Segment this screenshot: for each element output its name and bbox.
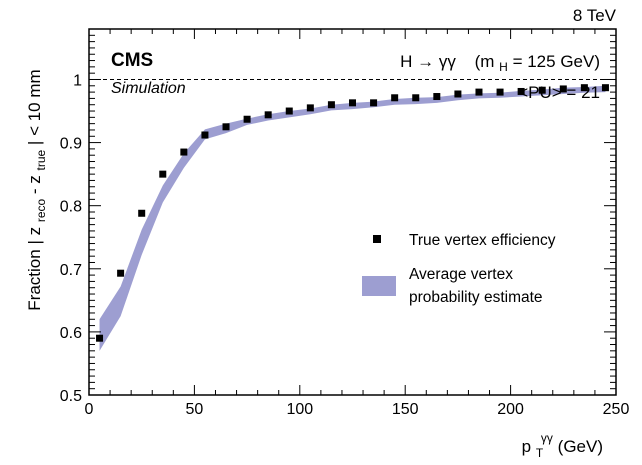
data-point [180,148,188,156]
x-tick-label: 50 [186,401,204,418]
y-tick-label: 0.8 [60,199,82,216]
data-point [117,269,125,277]
y-tick-label: 0.5 [60,388,82,405]
data-point [433,93,441,101]
mass-label-open: (m [475,52,495,71]
mass-label-sub: H [499,60,508,74]
probability-band [99,85,606,351]
y-axis-title-text: Fraction | z reco - z true | < 10 mm [25,69,49,310]
data-point [243,115,251,123]
x-tick-label: 0 [85,401,94,418]
points-layer [96,84,609,342]
y-tick-label: 0.9 [60,136,82,153]
x-tick-label: 200 [497,401,524,418]
x-axis-ticks: 0 50 100 150 200 250 [85,29,630,418]
data-point [412,94,420,102]
data-point [559,85,567,93]
y-tick-label: 0.7 [60,262,82,279]
data-point [580,84,588,92]
data-point [370,99,378,107]
data-point [454,90,462,98]
y-axis-ticks: 0.5 0.6 0.7 0.8 0.9 1 [60,28,616,405]
experiment-label: CMS [111,50,153,71]
energy-label: 8 TeV [573,6,617,25]
data-point [601,84,609,92]
pileup-label: <PU> = 21 [518,83,600,102]
process-label: H → γγ (m H = 125 GeV) [400,52,600,75]
legend-band-label-line2: probability estimate [409,289,543,306]
data-point [391,94,399,102]
legend-band-swatch [362,276,396,296]
legend: True vertex efficiency Average vertex pr… [362,232,556,306]
data-point [327,101,335,109]
process-name: H → γγ [400,52,456,71]
x-axis-title: p T γγ (GeV) [522,427,603,461]
data-point [496,88,504,96]
data-point [264,111,272,119]
data-point [96,334,104,342]
legend-points-label: True vertex efficiency [409,232,556,249]
experiment-sub-label: Simulation [111,80,186,97]
data-point [538,86,546,94]
mass-label-value: = 125 GeV) [513,52,600,71]
data-point [285,107,293,115]
data-point [475,88,483,96]
legend-band-label-line1: Average vertex [409,266,513,283]
data-point [138,209,146,217]
data-point [517,87,525,95]
y-tick-label: 0.6 [60,325,82,342]
data-point [222,123,230,131]
band-layer [99,85,606,351]
x-tick-label: 250 [603,401,630,418]
data-point [306,104,314,112]
data-point [201,131,209,139]
y-tick-label: 1 [73,72,82,89]
data-point [349,99,356,107]
x-tick-label: 150 [392,401,419,418]
legend-point-marker [373,235,381,243]
data-point [159,170,167,178]
x-tick-label: 100 [286,401,313,418]
